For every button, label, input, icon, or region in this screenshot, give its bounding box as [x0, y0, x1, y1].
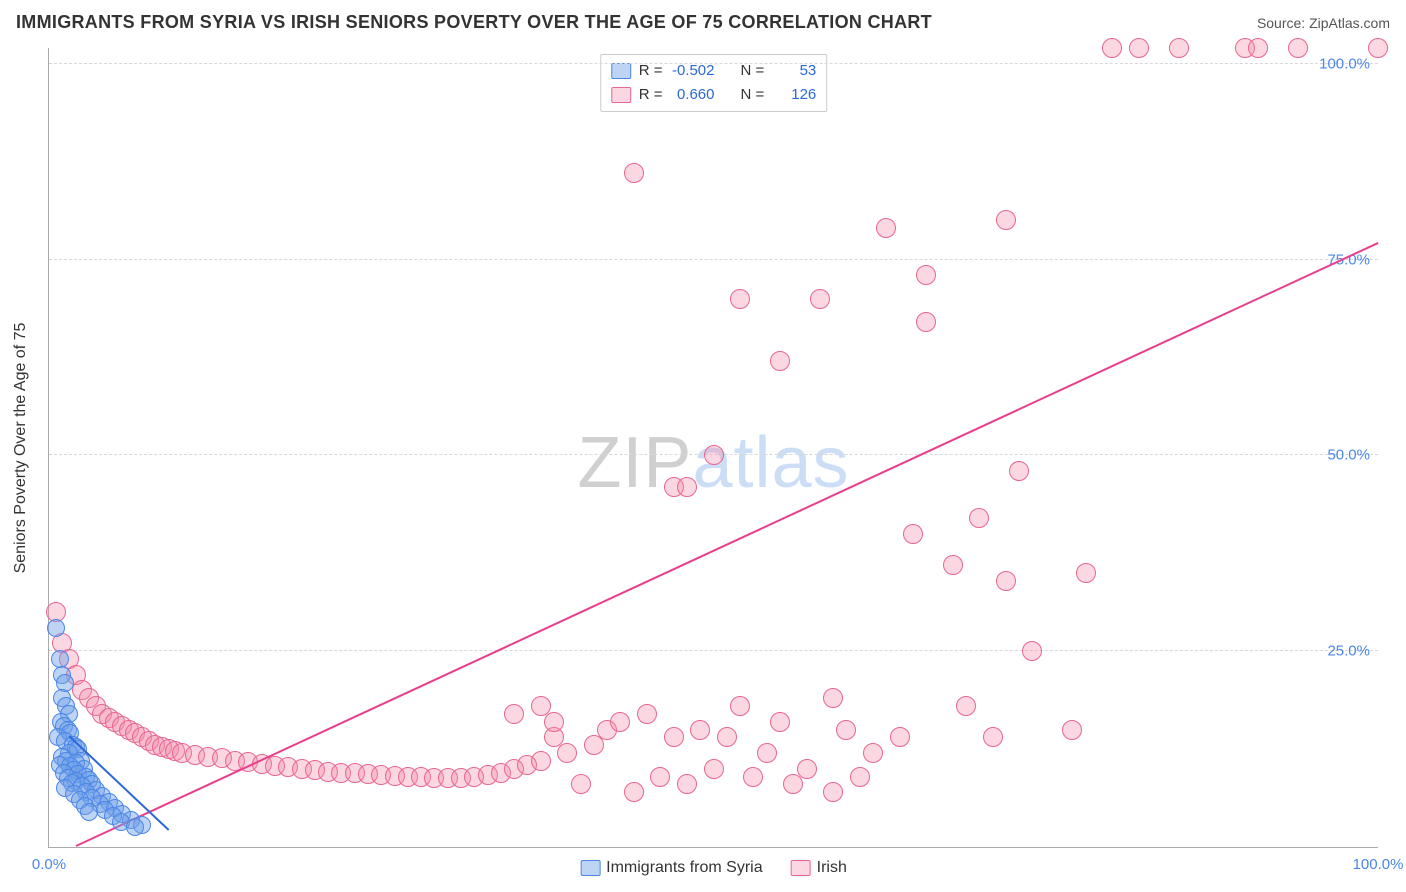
grid-line	[49, 650, 1378, 651]
trend-line-irish	[75, 242, 1378, 847]
data-point-irish	[677, 477, 697, 497]
scatter-chart: Seniors Poverty Over the Age of 75 ZIPat…	[48, 48, 1378, 848]
data-point-irish	[730, 696, 750, 716]
data-point-irish	[876, 218, 896, 238]
data-point-irish	[610, 712, 630, 732]
r-value-irish: 0.660	[671, 83, 715, 107]
x-tick-label: 0.0%	[32, 856, 66, 873]
n-label: N =	[741, 83, 765, 107]
data-point-irish	[704, 759, 724, 779]
legend-item-irish: Irish	[791, 859, 847, 877]
data-point-irish	[770, 712, 790, 732]
data-point-irish	[743, 767, 763, 787]
data-point-irish	[1009, 461, 1029, 481]
legend-swatch-syria	[580, 860, 600, 876]
source-label: Source:	[1257, 15, 1309, 31]
legend-label-syria: Immigrants from Syria	[606, 859, 762, 877]
grid-line	[49, 63, 1378, 64]
data-point-irish	[624, 163, 644, 183]
data-point-irish	[571, 774, 591, 794]
data-point-irish	[650, 767, 670, 787]
data-point-irish	[757, 743, 777, 763]
x-tick-label: 100.0%	[1353, 856, 1404, 873]
y-tick-label: 100.0%	[1319, 55, 1370, 72]
data-point-irish	[969, 508, 989, 528]
data-point-irish	[1102, 38, 1122, 58]
data-point-irish	[557, 743, 577, 763]
n-value-irish: 126	[772, 83, 816, 107]
r-label: R =	[639, 83, 663, 107]
data-point-irish	[850, 767, 870, 787]
data-point-irish	[690, 720, 710, 740]
y-tick-label: 25.0%	[1327, 643, 1370, 660]
data-point-irish	[996, 571, 1016, 591]
data-point-irish	[1076, 563, 1096, 583]
data-point-irish	[823, 782, 843, 802]
data-point-irish	[1022, 641, 1042, 661]
data-point-syria	[126, 818, 144, 836]
legend-swatch-irish	[791, 860, 811, 876]
chart-title: IMMIGRANTS FROM SYRIA VS IRISH SENIORS P…	[16, 12, 932, 33]
data-point-irish	[1129, 38, 1149, 58]
data-point-irish	[890, 727, 910, 747]
y-tick-label: 75.0%	[1327, 251, 1370, 268]
data-point-irish	[504, 704, 524, 724]
data-point-irish	[903, 524, 923, 544]
data-point-irish	[823, 688, 843, 708]
data-point-irish	[797, 759, 817, 779]
legend-label-irish: Irish	[817, 859, 847, 877]
data-point-irish	[1169, 38, 1189, 58]
data-point-irish	[770, 351, 790, 371]
data-point-irish	[983, 727, 1003, 747]
data-point-irish	[916, 265, 936, 285]
data-point-irish	[836, 720, 856, 740]
data-point-irish	[637, 704, 657, 724]
grid-line	[49, 259, 1378, 260]
source-value: ZipAtlas.com	[1309, 15, 1390, 31]
data-point-irish	[916, 312, 936, 332]
data-point-irish	[677, 774, 697, 794]
data-point-irish	[544, 712, 564, 732]
data-point-irish	[624, 782, 644, 802]
data-point-irish	[783, 774, 803, 794]
legend-swatch-syria	[611, 63, 631, 79]
data-point-irish	[717, 727, 737, 747]
data-point-irish	[1288, 38, 1308, 58]
chart-header: IMMIGRANTS FROM SYRIA VS IRISH SENIORS P…	[16, 12, 1390, 33]
data-point-irish	[956, 696, 976, 716]
data-point-irish	[730, 289, 750, 309]
data-point-irish	[584, 735, 604, 755]
data-point-irish	[1248, 38, 1268, 58]
data-point-irish	[704, 445, 724, 465]
source-attribution: Source: ZipAtlas.com	[1257, 15, 1390, 31]
legend-item-syria: Immigrants from Syria	[580, 859, 762, 877]
data-point-irish	[531, 751, 551, 771]
legend-row-irish: R = 0.660 N = 126	[611, 83, 817, 107]
data-point-irish	[863, 743, 883, 763]
data-point-irish	[943, 555, 963, 575]
data-point-irish	[996, 210, 1016, 230]
data-point-irish	[810, 289, 830, 309]
data-point-syria	[80, 803, 98, 821]
data-point-irish	[1368, 38, 1388, 58]
y-axis-label: Seniors Poverty Over the Age of 75	[12, 322, 30, 573]
data-point-irish	[531, 696, 551, 716]
series-legend: Immigrants from Syria Irish	[580, 859, 847, 877]
legend-swatch-irish	[611, 87, 631, 103]
y-tick-label: 50.0%	[1327, 447, 1370, 464]
data-point-irish	[664, 727, 684, 747]
data-point-syria	[47, 619, 65, 637]
data-point-irish	[1062, 720, 1082, 740]
